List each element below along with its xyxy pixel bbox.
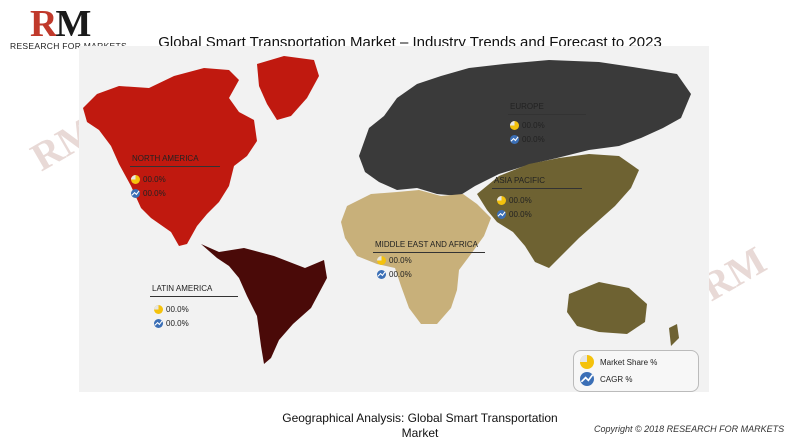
legend-item-market-share: Market Share % — [580, 355, 657, 369]
world-map-panel — [79, 46, 709, 392]
region-asia-pacific[interactable] — [477, 154, 639, 268]
cagr-value: 00.0% — [166, 319, 189, 328]
latin-america-market-share: 00.0% — [154, 305, 189, 314]
pie-chart-icon — [154, 305, 163, 314]
europe-cagr: 00.0% — [510, 135, 545, 144]
label-underline — [130, 166, 220, 167]
pie-chart-icon — [580, 355, 594, 369]
market-share-value: 00.0% — [143, 175, 166, 184]
legend-label: Market Share % — [600, 357, 658, 367]
region-australia[interactable] — [567, 282, 647, 334]
region-label-middle-east-africa: MIDDLE EAST AND AFRICA — [375, 240, 478, 249]
pie-chart-icon — [510, 121, 519, 130]
cagr-value: 00.0% — [522, 135, 545, 144]
cagr-gauge-icon — [131, 189, 140, 198]
logo-m: M — [55, 3, 91, 45]
region-middle-east-africa[interactable] — [341, 190, 491, 324]
region-europe[interactable] — [359, 60, 691, 196]
cagr-gauge-icon — [497, 210, 506, 219]
market-share-value: 00.0% — [509, 196, 532, 205]
region-label-north-america: NORTH AMERICA — [132, 154, 199, 163]
logo-r: R — [30, 3, 57, 45]
market-share-value: 00.0% — [389, 256, 412, 265]
pie-chart-icon — [497, 196, 506, 205]
asia-pacific-market-share: 00.0% — [497, 196, 532, 205]
figure-caption: Geographical Analysis: Global Smart Tran… — [282, 411, 558, 440]
europe-market-share: 00.0% — [510, 121, 545, 130]
cagr-gauge-icon — [377, 270, 386, 279]
region-latin-america[interactable] — [201, 244, 327, 364]
region-greenland[interactable] — [257, 56, 319, 120]
copyright-notice: Copyright © 2018 RESEARCH FOR MARKETS — [594, 424, 785, 434]
logo-subtitle: RESEARCH FOR MARKETS — [10, 41, 127, 51]
latin-america-cagr: 00.0% — [154, 319, 189, 328]
north-america-market-share: 00.0% — [131, 175, 166, 184]
asia-pacific-cagr: 00.0% — [497, 210, 532, 219]
region-label-latin-america: LATIN AMERICA — [152, 284, 213, 293]
region-new-zealand[interactable] — [669, 324, 679, 346]
company-logo: RM RESEARCH FOR MARKETS — [8, 3, 138, 51]
region-label-europe: EUROPE — [510, 102, 544, 111]
label-underline — [492, 188, 582, 189]
cagr-value: 00.0% — [389, 270, 412, 279]
pie-chart-icon — [131, 175, 140, 184]
middle-east-africa-market-share: 00.0% — [377, 256, 412, 265]
market-share-value: 00.0% — [166, 305, 189, 314]
cagr-gauge-icon — [510, 135, 519, 144]
cagr-value: 00.0% — [143, 189, 166, 198]
label-underline — [150, 296, 238, 297]
region-north-america[interactable] — [83, 68, 257, 246]
pie-chart-icon — [377, 256, 386, 265]
legend-item-cagr: CAGR % — [580, 372, 632, 386]
label-underline — [508, 114, 586, 115]
legend-label: CAGR % — [600, 374, 633, 384]
north-america-cagr: 00.0% — [131, 189, 166, 198]
market-share-value: 00.0% — [522, 121, 545, 130]
cagr-gauge-icon — [154, 319, 163, 328]
world-map — [83, 56, 691, 364]
region-label-asia-pacific: ASIA PACIFIC — [494, 176, 545, 185]
map-legend: Market Share % CAGR % — [573, 350, 699, 392]
cagr-value: 00.0% — [509, 210, 532, 219]
cagr-gauge-icon — [580, 372, 594, 386]
label-underline — [373, 252, 485, 253]
middle-east-africa-cagr: 00.0% — [377, 270, 412, 279]
